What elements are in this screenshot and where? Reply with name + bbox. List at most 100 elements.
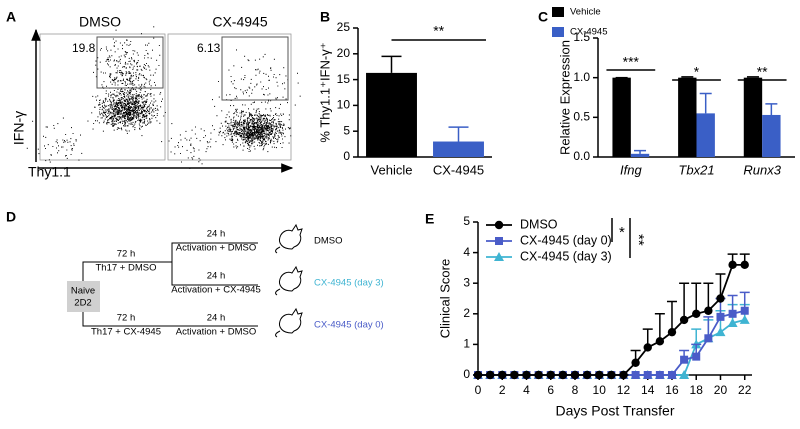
gate-value: 19.8 xyxy=(72,41,96,55)
plot-title: DMSO xyxy=(79,14,121,30)
panel-label: A xyxy=(6,9,16,25)
x-tick-label: 8 xyxy=(572,383,579,397)
bar xyxy=(743,77,763,157)
group-label: CX-4945 (day 3) xyxy=(314,278,384,289)
point xyxy=(631,358,640,367)
group-label: CX-4945 (day 0) xyxy=(314,320,384,331)
legend-label: CX-4945 xyxy=(570,27,608,38)
start-label: Naive xyxy=(71,286,95,297)
point xyxy=(667,371,676,379)
panel-label: C xyxy=(538,9,548,25)
gate xyxy=(221,36,289,101)
panel-label: B xyxy=(320,9,330,25)
point xyxy=(534,370,543,380)
y-tick-label: 10 xyxy=(337,98,351,112)
bar xyxy=(762,114,781,157)
axis-label: IFN-γ xyxy=(11,111,27,145)
y-tick-label: 4 xyxy=(463,245,470,259)
error-bar xyxy=(681,76,694,78)
point xyxy=(473,370,483,380)
point xyxy=(739,314,750,324)
x-tick-label: 14 xyxy=(641,383,655,397)
start-label: 2D2 xyxy=(74,298,91,309)
point xyxy=(715,327,726,337)
point xyxy=(728,260,737,270)
point xyxy=(704,334,713,343)
x-tick-label: 12 xyxy=(617,383,631,397)
y-tick-label: 20 xyxy=(337,46,351,60)
error-bar xyxy=(654,313,665,342)
significance: ** xyxy=(757,64,768,80)
y-tick-label: 25 xyxy=(337,20,351,34)
event-dots xyxy=(26,26,301,170)
step-time: 72 h xyxy=(117,249,136,260)
point xyxy=(643,343,652,352)
x-tick-label: Ifng xyxy=(620,162,642,177)
x-tick-label: 18 xyxy=(690,383,704,397)
series-line xyxy=(478,319,745,376)
point xyxy=(740,306,749,315)
point xyxy=(546,370,555,380)
point xyxy=(510,370,519,380)
bar xyxy=(433,141,484,157)
error-bar xyxy=(703,282,714,311)
step-label: Activation + DMSO xyxy=(176,327,257,338)
axis-label: Thy1.1 xyxy=(28,164,71,180)
x-tick-label: 0 xyxy=(475,383,482,397)
point xyxy=(679,315,689,325)
point xyxy=(631,371,640,379)
legend-swatch xyxy=(552,7,564,17)
y-tick-label: 0 xyxy=(343,149,350,163)
bar xyxy=(678,77,697,157)
y-tick-label: 1 xyxy=(463,337,470,351)
point xyxy=(558,370,568,380)
step-label: Th17 + DMSO xyxy=(96,263,157,274)
y-tick-label: 0.5 xyxy=(573,110,590,124)
step-time: 24 h xyxy=(207,229,226,240)
y-tick-label: 2 xyxy=(463,306,470,320)
error-bar xyxy=(691,282,702,314)
flow-plots xyxy=(26,26,301,170)
point xyxy=(667,327,677,337)
legend-swatch xyxy=(552,27,564,37)
mouse-icon xyxy=(275,265,303,296)
point xyxy=(716,312,725,321)
y-tick-label: 15 xyxy=(337,72,351,86)
bar xyxy=(630,153,650,157)
error-bar xyxy=(746,76,759,78)
mouse-icon xyxy=(275,223,303,254)
legend-label: Vehicle xyxy=(570,7,601,18)
x-tick-label: 20 xyxy=(714,383,728,397)
error-bar xyxy=(381,55,402,73)
significance: * xyxy=(694,64,700,80)
y-tick-label: 3 xyxy=(463,275,470,289)
point xyxy=(728,309,737,318)
step-label: Th17 + CX-4945 xyxy=(91,327,161,338)
y-tick-label: 5 xyxy=(463,214,470,228)
x-tick-label: 6 xyxy=(547,383,554,397)
y-axis-label: Clinical Score xyxy=(437,259,452,338)
start-box xyxy=(67,281,100,312)
y-tick-label: 1.0 xyxy=(573,70,590,84)
x-tick-label: 16 xyxy=(665,383,679,397)
x-tick-label: 4 xyxy=(523,383,530,397)
gate-value: 6.13 xyxy=(197,41,221,55)
y-axis-label: Relative Expression xyxy=(557,40,572,155)
point xyxy=(716,294,725,303)
significance: * xyxy=(619,224,625,241)
bar xyxy=(696,113,715,157)
protocol-diagram: D xyxy=(6,209,258,327)
point xyxy=(655,371,664,379)
y-tick-label: 5 xyxy=(343,123,350,137)
y-tick-label: 0 xyxy=(463,367,470,381)
legend-label: CX-4945 (day 0) xyxy=(520,233,612,247)
error-bar xyxy=(634,149,647,154)
significance: ** xyxy=(433,23,444,39)
x-tick-label: 2 xyxy=(499,383,506,397)
point xyxy=(498,370,507,380)
point xyxy=(643,371,652,379)
error-bar xyxy=(765,103,778,115)
legend-marker xyxy=(494,252,504,261)
point xyxy=(522,370,531,380)
